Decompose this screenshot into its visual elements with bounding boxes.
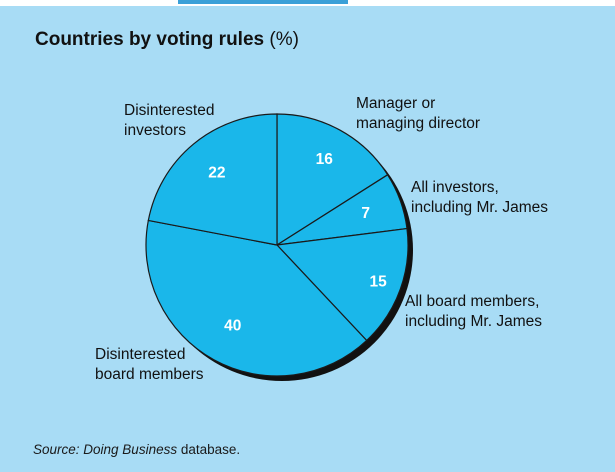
- chart-title-unit: (%): [269, 29, 299, 50]
- pie-slice: [275, 227, 409, 342]
- slice-category-label: All board members, including Mr. James: [405, 293, 542, 330]
- slice-category-label: Manager or managing director: [356, 95, 480, 132]
- slice-category-label: Disinterested board members: [95, 346, 204, 383]
- pie-slice: [276, 113, 389, 247]
- source-note: Source: Doing Business database.: [33, 442, 240, 457]
- source-suffix: database.: [177, 442, 241, 457]
- slice-category-label: Disinterested investors: [124, 102, 214, 139]
- chart-title: Countries by voting rules (%): [35, 29, 299, 51]
- slice-category-label: All investors, including Mr. James: [411, 179, 548, 216]
- slice-value-label: 40: [224, 317, 241, 334]
- slice-value-label: 22: [208, 164, 225, 181]
- chart-title-text: Countries by voting rules: [35, 29, 265, 50]
- pie-slice: [147, 113, 278, 246]
- source-italic: Doing Business: [83, 442, 178, 457]
- slice-value-label: 16: [316, 151, 334, 168]
- top-rule: [178, 0, 348, 4]
- source-prefix: Source:: [33, 442, 84, 457]
- slice-value-label: 7: [361, 205, 370, 222]
- pie-slice: [145, 219, 368, 377]
- slice-value-label: 15: [369, 273, 387, 290]
